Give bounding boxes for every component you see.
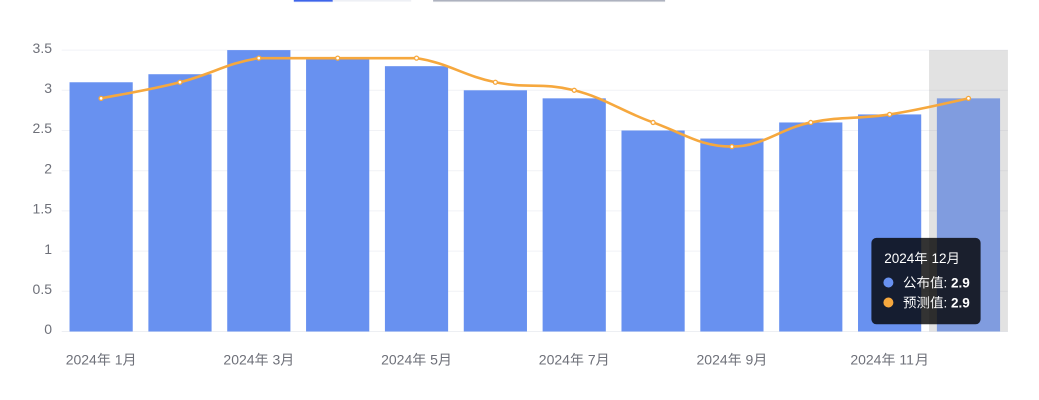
svg-text:3: 3: [44, 80, 52, 96]
svg-text:3.5: 3.5: [33, 40, 53, 56]
svg-text::: :: [944, 295, 948, 310]
svg-text:2024: 2024: [884, 251, 915, 266]
svg-text:5: 5: [430, 352, 438, 368]
svg-text:2024: 2024: [66, 352, 97, 368]
svg-text::: :: [944, 275, 948, 290]
svg-text:2.9: 2.9: [951, 275, 970, 290]
svg-text:9: 9: [746, 352, 754, 368]
svg-text:2024: 2024: [381, 352, 412, 368]
svg-text:1: 1: [44, 241, 52, 257]
svg-text:2.9: 2.9: [951, 295, 970, 310]
svg-text:12: 12: [931, 251, 946, 266]
svg-text:1: 1: [115, 352, 123, 368]
svg-text:2.5: 2.5: [33, 120, 53, 136]
svg-text:7: 7: [588, 352, 596, 368]
svg-text:2024: 2024: [850, 352, 881, 368]
svg-text:1.5: 1.5: [33, 201, 53, 217]
svg-text:2: 2: [44, 160, 52, 176]
svg-text:2024: 2024: [223, 352, 254, 368]
svg-text:0: 0: [44, 321, 52, 337]
svg-text:2024: 2024: [697, 352, 728, 368]
svg-text:2024: 2024: [539, 352, 570, 368]
svg-text:3: 3: [272, 352, 280, 368]
svg-text:11: 11: [899, 352, 914, 368]
svg-text:0.5: 0.5: [33, 281, 53, 297]
